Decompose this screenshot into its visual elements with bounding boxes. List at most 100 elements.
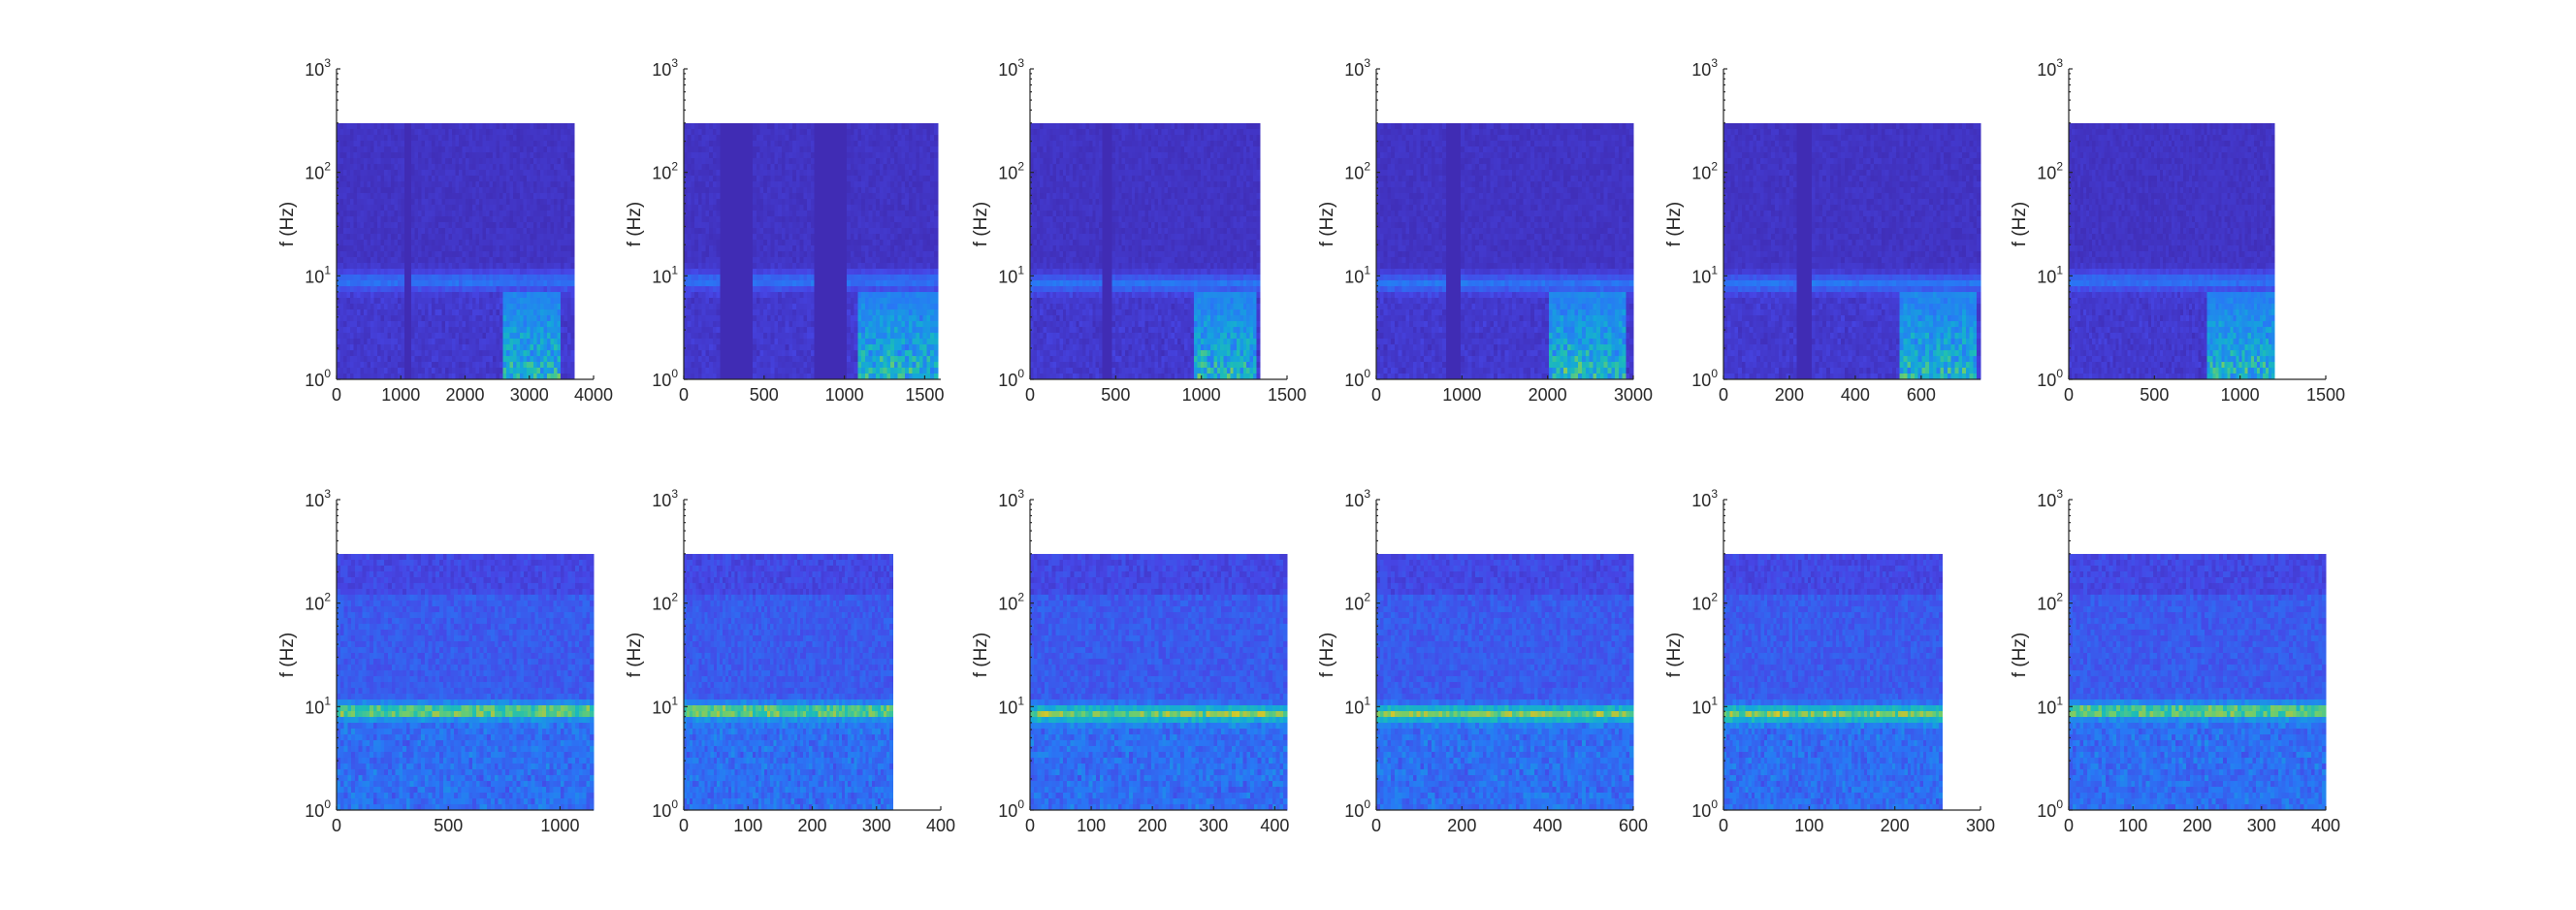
heatmap-cell: [851, 129, 854, 136]
heatmap-cell: [452, 275, 456, 281]
heatmap-cell: [506, 193, 510, 200]
heatmap-cell: [537, 315, 541, 322]
heatmap-cell: [452, 327, 456, 334]
heatmap-cell: [377, 123, 381, 130]
heatmap-cell: [438, 309, 442, 316]
heatmap-cell: [527, 327, 531, 334]
heatmap-cell: [404, 350, 408, 357]
heatmap-cell: [490, 315, 494, 322]
heatmap-cell: [388, 298, 392, 305]
heatmap-cell: [435, 193, 439, 200]
heatmap-cell: [493, 158, 497, 165]
heatmap-cell: [486, 368, 490, 374]
heatmap-cell: [876, 129, 880, 136]
heatmap-cell: [537, 228, 541, 235]
heatmap-cell: [865, 123, 869, 130]
heatmap-cell: [415, 170, 419, 177]
heatmap-cell: [490, 193, 494, 200]
heatmap-cell: [558, 251, 562, 258]
heatmap-cell: [554, 234, 558, 241]
heatmap-cell: [531, 193, 534, 200]
heatmap-cell: [361, 187, 365, 194]
heatmap-cell: [571, 170, 575, 177]
heatmap-cell: [442, 292, 446, 299]
heatmap-cell: [503, 368, 507, 374]
heatmap-cell: [425, 298, 429, 305]
heatmap-cell: [493, 193, 497, 200]
heatmap-cell: [510, 176, 514, 182]
heatmap-cell: [503, 263, 507, 270]
heatmap-cell: [503, 211, 507, 217]
heatmap-cell: [343, 205, 347, 211]
heatmap-cell: [547, 129, 551, 136]
heatmap-cell: [391, 304, 395, 310]
heatmap-cell: [490, 344, 494, 351]
heatmap-cell: [368, 362, 371, 369]
heatmap-cell: [540, 286, 544, 293]
heatmap-cell: [445, 292, 449, 299]
heatmap-cell: [510, 344, 514, 351]
heatmap-cell: [469, 164, 473, 171]
heatmap-cell: [442, 286, 446, 293]
heatmap-cell: [493, 275, 497, 281]
heatmap-cell: [449, 187, 453, 194]
heatmap-cell: [554, 152, 558, 159]
heatmap-cell: [520, 176, 524, 182]
heatmap-cell: [445, 280, 449, 287]
heatmap-cell: [472, 216, 476, 223]
heatmap-cell: [476, 129, 480, 136]
heatmap-cell: [513, 205, 517, 211]
heatmap-cell: [429, 245, 433, 252]
heatmap-cell: [561, 275, 564, 281]
heatmap-cell: [347, 315, 351, 322]
heatmap-cell: [402, 315, 405, 322]
heatmap-cell: [456, 158, 460, 165]
heatmap-cell: [561, 164, 564, 171]
heatmap-cell: [422, 228, 426, 235]
heatmap-cell: [452, 245, 456, 252]
heatmap-cell: [374, 228, 378, 235]
heatmap-cell: [513, 309, 517, 316]
heatmap-cell: [445, 275, 449, 281]
heatmap-cell: [510, 368, 514, 374]
heatmap-cell: [792, 123, 796, 130]
heatmap-cell: [506, 222, 510, 229]
heatmap-cell: [340, 269, 344, 276]
heatmap-cell: [905, 129, 909, 136]
heatmap-cell: [503, 187, 507, 194]
heatmap-cell: [340, 164, 344, 171]
heatmap-cell: [347, 240, 351, 246]
heatmap-cell: [524, 240, 528, 246]
heatmap-cell: [540, 350, 544, 357]
heatmap-cell: [449, 129, 453, 136]
heatmap-cell: [404, 304, 408, 310]
heatmap-cell: [442, 315, 446, 322]
heatmap-cell: [435, 356, 439, 363]
heatmap-cell: [479, 327, 483, 334]
heatmap-cell: [533, 170, 537, 177]
heatmap-cell: [445, 263, 449, 270]
heatmap-cell: [361, 309, 365, 316]
heatmap-cell: [567, 286, 571, 293]
heatmap-cell: [558, 280, 562, 287]
heatmap-cell: [466, 234, 469, 241]
heatmap-cell: [459, 146, 463, 153]
heatmap-cell: [571, 176, 575, 182]
heatmap-cell: [377, 141, 381, 147]
heatmap-cell: [377, 251, 381, 258]
heatmap-cell: [404, 205, 408, 211]
heatmap-cell: [343, 141, 347, 147]
heatmap-cell: [402, 152, 405, 159]
heatmap-cell: [469, 263, 473, 270]
heatmap-cell: [520, 170, 524, 177]
heatmap-cell: [429, 205, 433, 211]
heatmap-cell: [425, 181, 429, 188]
heatmap-cell: [499, 216, 503, 223]
heatmap-cell: [384, 275, 388, 281]
heatmap-cell: [506, 298, 510, 305]
heatmap-cell: [402, 123, 405, 130]
heatmap-cell: [415, 315, 419, 322]
heatmap-cell: [398, 123, 402, 130]
heatmap-cell: [463, 211, 467, 217]
heatmap-cell: [497, 158, 500, 165]
